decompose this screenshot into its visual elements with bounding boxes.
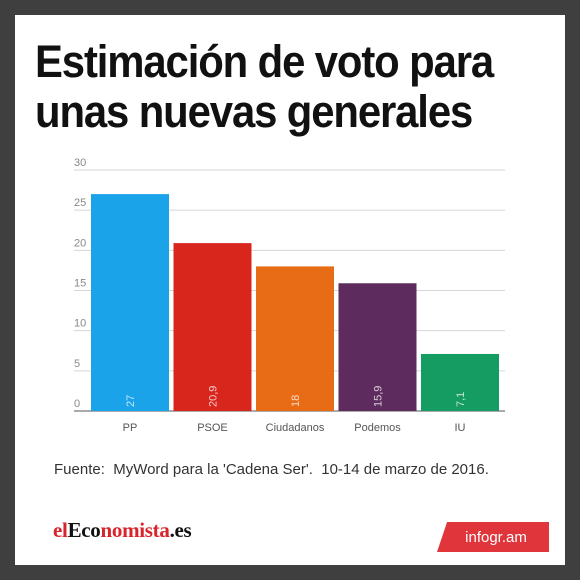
y-tick-label: 30 [74,157,86,169]
bar-iu[interactable] [421,353,499,411]
chart-title: Estimación de voto para unas nuevas gene… [35,36,494,137]
y-tick-label: 15 [74,278,86,290]
y-tick-label: 0 [74,398,80,410]
x-tick-label: IU [455,422,466,434]
bar-value-label: 15,9 [373,386,385,407]
infogram-badge[interactable]: infogr.am [437,522,549,552]
bars: 27 20,9 18 15,9 7,1 [91,194,499,411]
y-tick-label: 20 [74,237,86,249]
bar-value-label: 20,9 [208,386,220,407]
y-tick-label: 25 [74,197,86,209]
bar-podemos[interactable] [338,283,417,411]
bar-psoe[interactable] [173,243,252,411]
bar-pp[interactable] [91,194,169,411]
bar-value-label: 18 [290,395,302,407]
chart-card: Estimación de voto para unas nuevas gene… [15,15,565,565]
y-tick-label: 5 [74,358,80,370]
x-tick-label: Ciudadanos [266,422,325,434]
y-axis: 0 5 10 15 20 25 30 [74,157,86,410]
source-note: Fuente: MyWord para la 'Cadena Ser'. 10-… [54,461,489,478]
x-tick-label: PP [123,422,138,434]
x-tick-label: PSOE [197,422,228,434]
eleconomista-logo[interactable]: elEconomista.es [53,518,192,542]
y-tick-label: 10 [74,318,86,330]
bar-value-label: 27 [125,395,137,407]
x-axis: PP PSOE Ciudadanos Podemos IU [123,422,466,434]
x-tick-label: Podemos [354,422,401,434]
bar-ciudadanos[interactable] [256,266,334,411]
bar-value-label: 7,1 [455,392,467,407]
bar-chart: 0 5 10 15 20 25 30 27 20,9 18 15,9 7,1 PP PSOE Ciuda… [74,157,505,434]
